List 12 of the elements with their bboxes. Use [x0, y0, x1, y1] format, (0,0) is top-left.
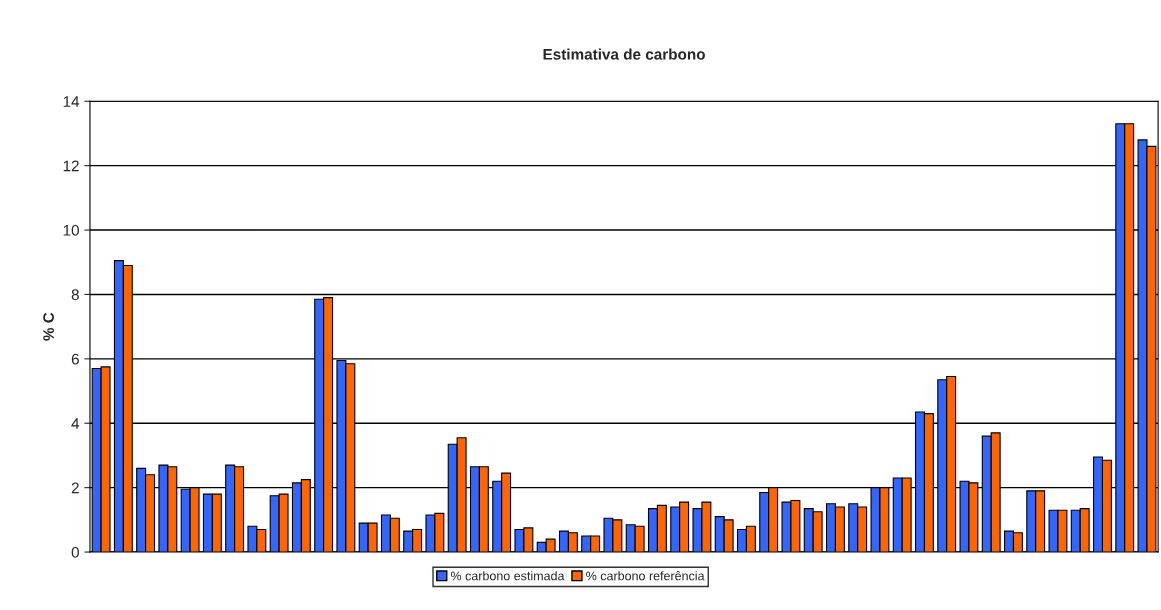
legend-label: % carbono referência	[586, 571, 705, 581]
y-tick-label: 8	[71, 289, 79, 301]
y-tick-label: 14	[63, 96, 80, 107]
y-axis-title: % C	[43, 312, 54, 341]
y-tick-label: 10	[63, 224, 79, 236]
legend-label: % carbono estimada	[450, 571, 565, 581]
y-tick-label: 4	[71, 418, 80, 429]
y-tick-label: 0	[71, 546, 79, 558]
chart-title: Estimativa de carbono	[543, 48, 705, 60]
y-tick-label: 12	[63, 160, 79, 172]
y-tick-label: 2	[71, 482, 79, 494]
y-tick-label: 6	[71, 353, 79, 365]
